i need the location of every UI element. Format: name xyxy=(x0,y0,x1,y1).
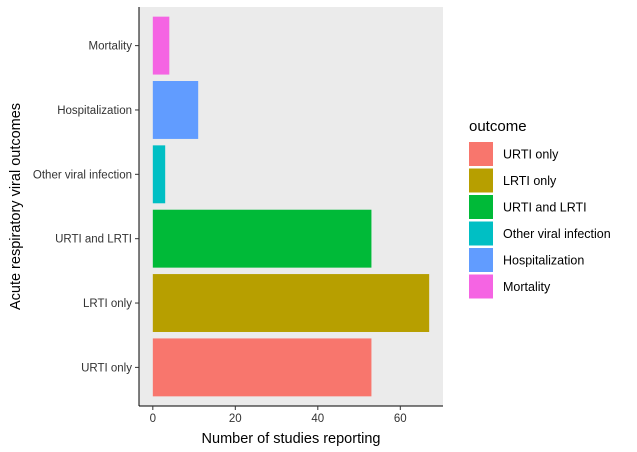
legend-title: outcome xyxy=(469,118,527,135)
y-tick-label: Hospitalization xyxy=(57,105,132,117)
y-tick-label: URTI and LRTI xyxy=(55,234,132,246)
bar-mortality xyxy=(152,16,170,75)
x-tick-label: 0 xyxy=(150,413,156,425)
x-tick-label: 60 xyxy=(394,413,407,425)
legend-key-urti-and-lrti xyxy=(469,195,493,219)
y-tick-label: Mortality xyxy=(89,41,133,53)
legend-label-mortality: Mortality xyxy=(503,280,551,294)
legend-key-urti-only xyxy=(469,142,493,166)
legend-key-mortality xyxy=(469,274,493,299)
x-axis-title: Number of studies reporting xyxy=(202,431,381,447)
bar-hospitalization xyxy=(152,81,199,139)
x-tick-label: 20 xyxy=(229,413,242,425)
legend-key-other-viral-infection xyxy=(469,221,493,246)
y-tick-label: URTI only xyxy=(81,362,132,374)
bar-lrti-only xyxy=(152,274,430,332)
y-tick-label: Other viral infection xyxy=(33,169,132,181)
x-tick-label: 40 xyxy=(311,413,324,425)
bar-urti-only xyxy=(152,338,372,397)
legend-label-urti-and-lrti: URTI and LRTI xyxy=(503,201,587,215)
y-tick-label: LRTI only xyxy=(83,298,132,310)
legend-label-hospitalization: Hospitalization xyxy=(503,254,584,268)
legend-label-lrti-only: LRTI only xyxy=(503,174,557,188)
y-axis-title: Acute respiratory viral outcomes xyxy=(8,103,24,310)
legend-label-urti-only: URTI only xyxy=(503,148,559,162)
legend-key-hospitalization xyxy=(469,248,493,272)
bar-other-viral-infection xyxy=(152,145,166,204)
legend-key-lrti-only xyxy=(469,168,493,193)
bar-urti-and-lrti xyxy=(152,209,372,268)
legend-label-other-viral-infection: Other viral infection xyxy=(503,227,611,241)
